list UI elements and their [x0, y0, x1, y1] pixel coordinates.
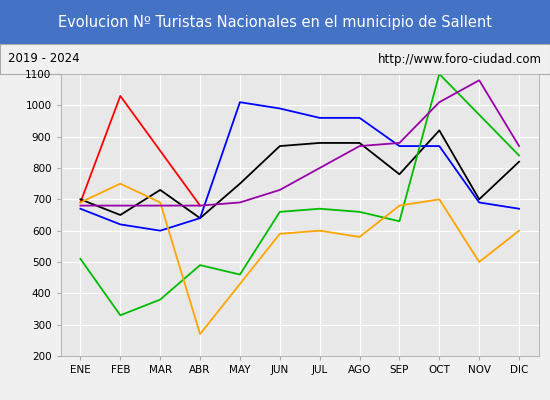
Text: Evolucion Nº Turistas Nacionales en el municipio de Sallent: Evolucion Nº Turistas Nacionales en el m…: [58, 14, 492, 30]
Text: http://www.foro-ciudad.com: http://www.foro-ciudad.com: [378, 52, 542, 66]
Text: 2019 - 2024: 2019 - 2024: [8, 52, 80, 66]
